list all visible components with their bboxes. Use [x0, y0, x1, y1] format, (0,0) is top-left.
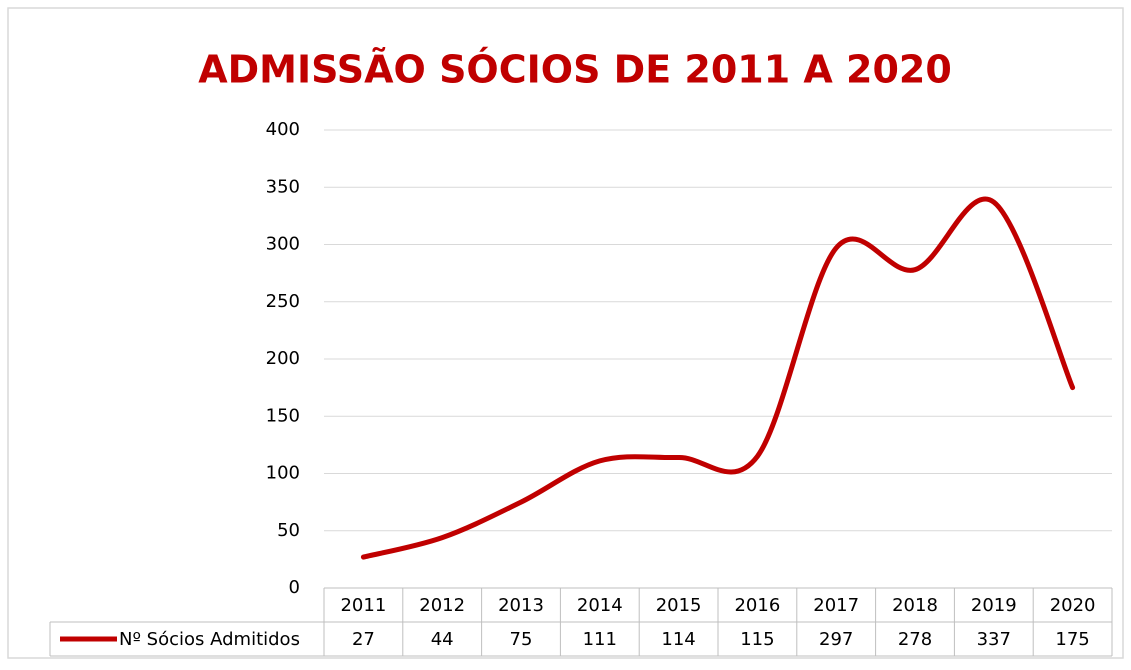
line — [360, 196, 1076, 560]
data-table-value: 111 — [583, 629, 617, 650]
y-tick-label: 100 — [266, 463, 300, 484]
y-tick-label: 150 — [266, 405, 300, 426]
data-table-value: 297 — [819, 629, 853, 650]
y-tick-label: 0 — [289, 577, 300, 598]
x-tick-label: 2017 — [813, 595, 859, 616]
x-tick-label: 2015 — [656, 595, 702, 616]
legend-label: Nº Sócios Admitidos — [119, 629, 300, 650]
chart-title: ADMISSÃO SÓCIOS DE 2011 A 2020 — [198, 48, 952, 92]
x-tick-label: 2019 — [971, 595, 1017, 616]
y-tick-label: 400 — [266, 119, 300, 140]
y-tick-label: 350 — [266, 176, 300, 197]
y-tick-label: 300 — [266, 234, 300, 255]
x-tick-label: 2020 — [1050, 595, 1096, 616]
data-table-value: 114 — [661, 629, 695, 650]
data-table-value: 115 — [740, 629, 774, 650]
y-tick-label: 200 — [266, 348, 300, 369]
x-tick-label: 2012 — [419, 595, 465, 616]
chart-border — [7, 7, 1124, 659]
x-tick-label: 2016 — [734, 595, 780, 616]
data-table-value: 337 — [977, 629, 1011, 650]
data-table-value: 175 — [1055, 629, 1089, 650]
x-tick-label: 2013 — [498, 595, 544, 616]
y-tick-label: 50 — [277, 520, 300, 541]
data-table-value: 75 — [510, 629, 533, 650]
x-tick-label: 2018 — [892, 595, 938, 616]
x-tick-label: 2011 — [340, 595, 386, 616]
x-tick-label: 2014 — [577, 595, 623, 616]
data-table-value: 278 — [898, 629, 932, 650]
y-tick-label: 250 — [266, 291, 300, 312]
data-table-value: 44 — [431, 629, 454, 650]
data-table-value: 27 — [352, 629, 375, 650]
